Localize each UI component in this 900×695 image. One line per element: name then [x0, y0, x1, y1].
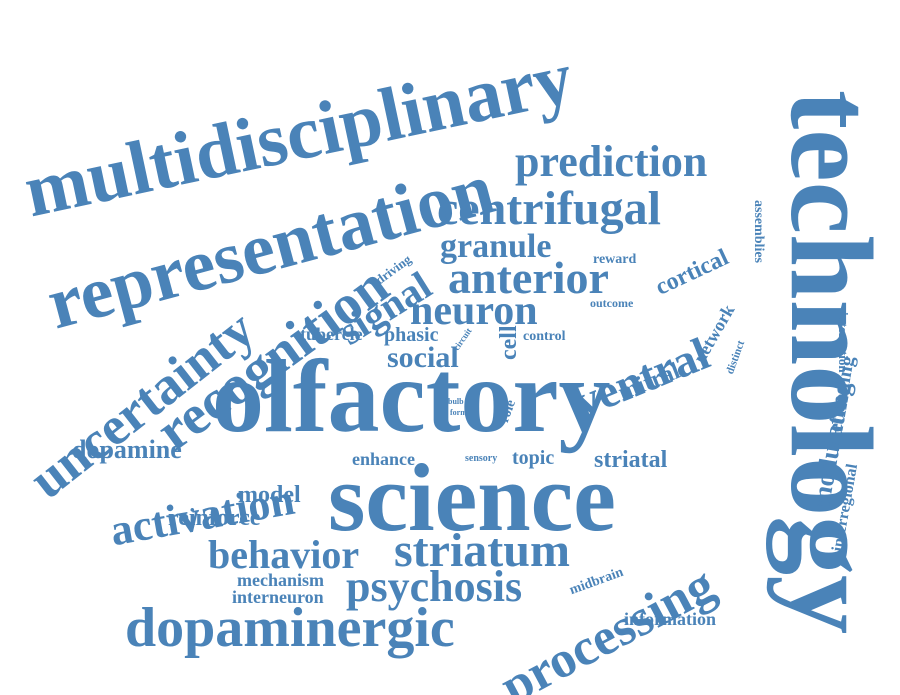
word-form: form: [450, 408, 467, 417]
word-science: science: [328, 444, 616, 551]
word-mechanism: mechanism: [237, 570, 324, 590]
word-topic: topic: [512, 447, 555, 469]
word-centrifugal: centrifugal: [437, 182, 661, 235]
word-outcome: outcome: [590, 296, 634, 310]
word-dopamine: dopamine: [72, 435, 182, 464]
word-midbrain: midbrain: [567, 564, 626, 599]
word-bulb: bulb: [448, 397, 464, 406]
word-model: model: [238, 482, 301, 508]
word-psychosis: psychosis: [346, 562, 523, 611]
word-enhance: enhance: [352, 449, 415, 469]
word-sensory: sensory: [465, 453, 498, 464]
word-tubercle: tubercle: [300, 324, 363, 344]
word-social: social: [387, 341, 459, 374]
word-granule: granule: [440, 228, 552, 265]
word-reward: reward: [593, 252, 637, 267]
word-control: control: [523, 329, 566, 344]
word-neuron: neuron: [410, 288, 538, 334]
word-cortical: cortical: [651, 244, 733, 301]
word-distinct: distinct: [724, 338, 748, 376]
word-prediction: prediction: [515, 137, 708, 186]
word-olfactory: olfactory: [212, 339, 611, 454]
word-reinforce: reinforce: [168, 505, 261, 531]
word-behavior: behavior: [208, 532, 360, 577]
word-information: information: [624, 609, 716, 629]
word-assemblies: assemblies: [751, 200, 766, 263]
word-anterior: anterior: [448, 252, 609, 303]
word-dopaminergic: dopaminergic: [125, 597, 455, 659]
word-striatal: striatal: [594, 447, 668, 473]
word-phasic: phasic: [384, 324, 439, 346]
word-striatum: striatum: [394, 524, 570, 577]
word-interneuron: interneuron: [232, 587, 324, 607]
word-technology: technology: [766, 90, 897, 635]
